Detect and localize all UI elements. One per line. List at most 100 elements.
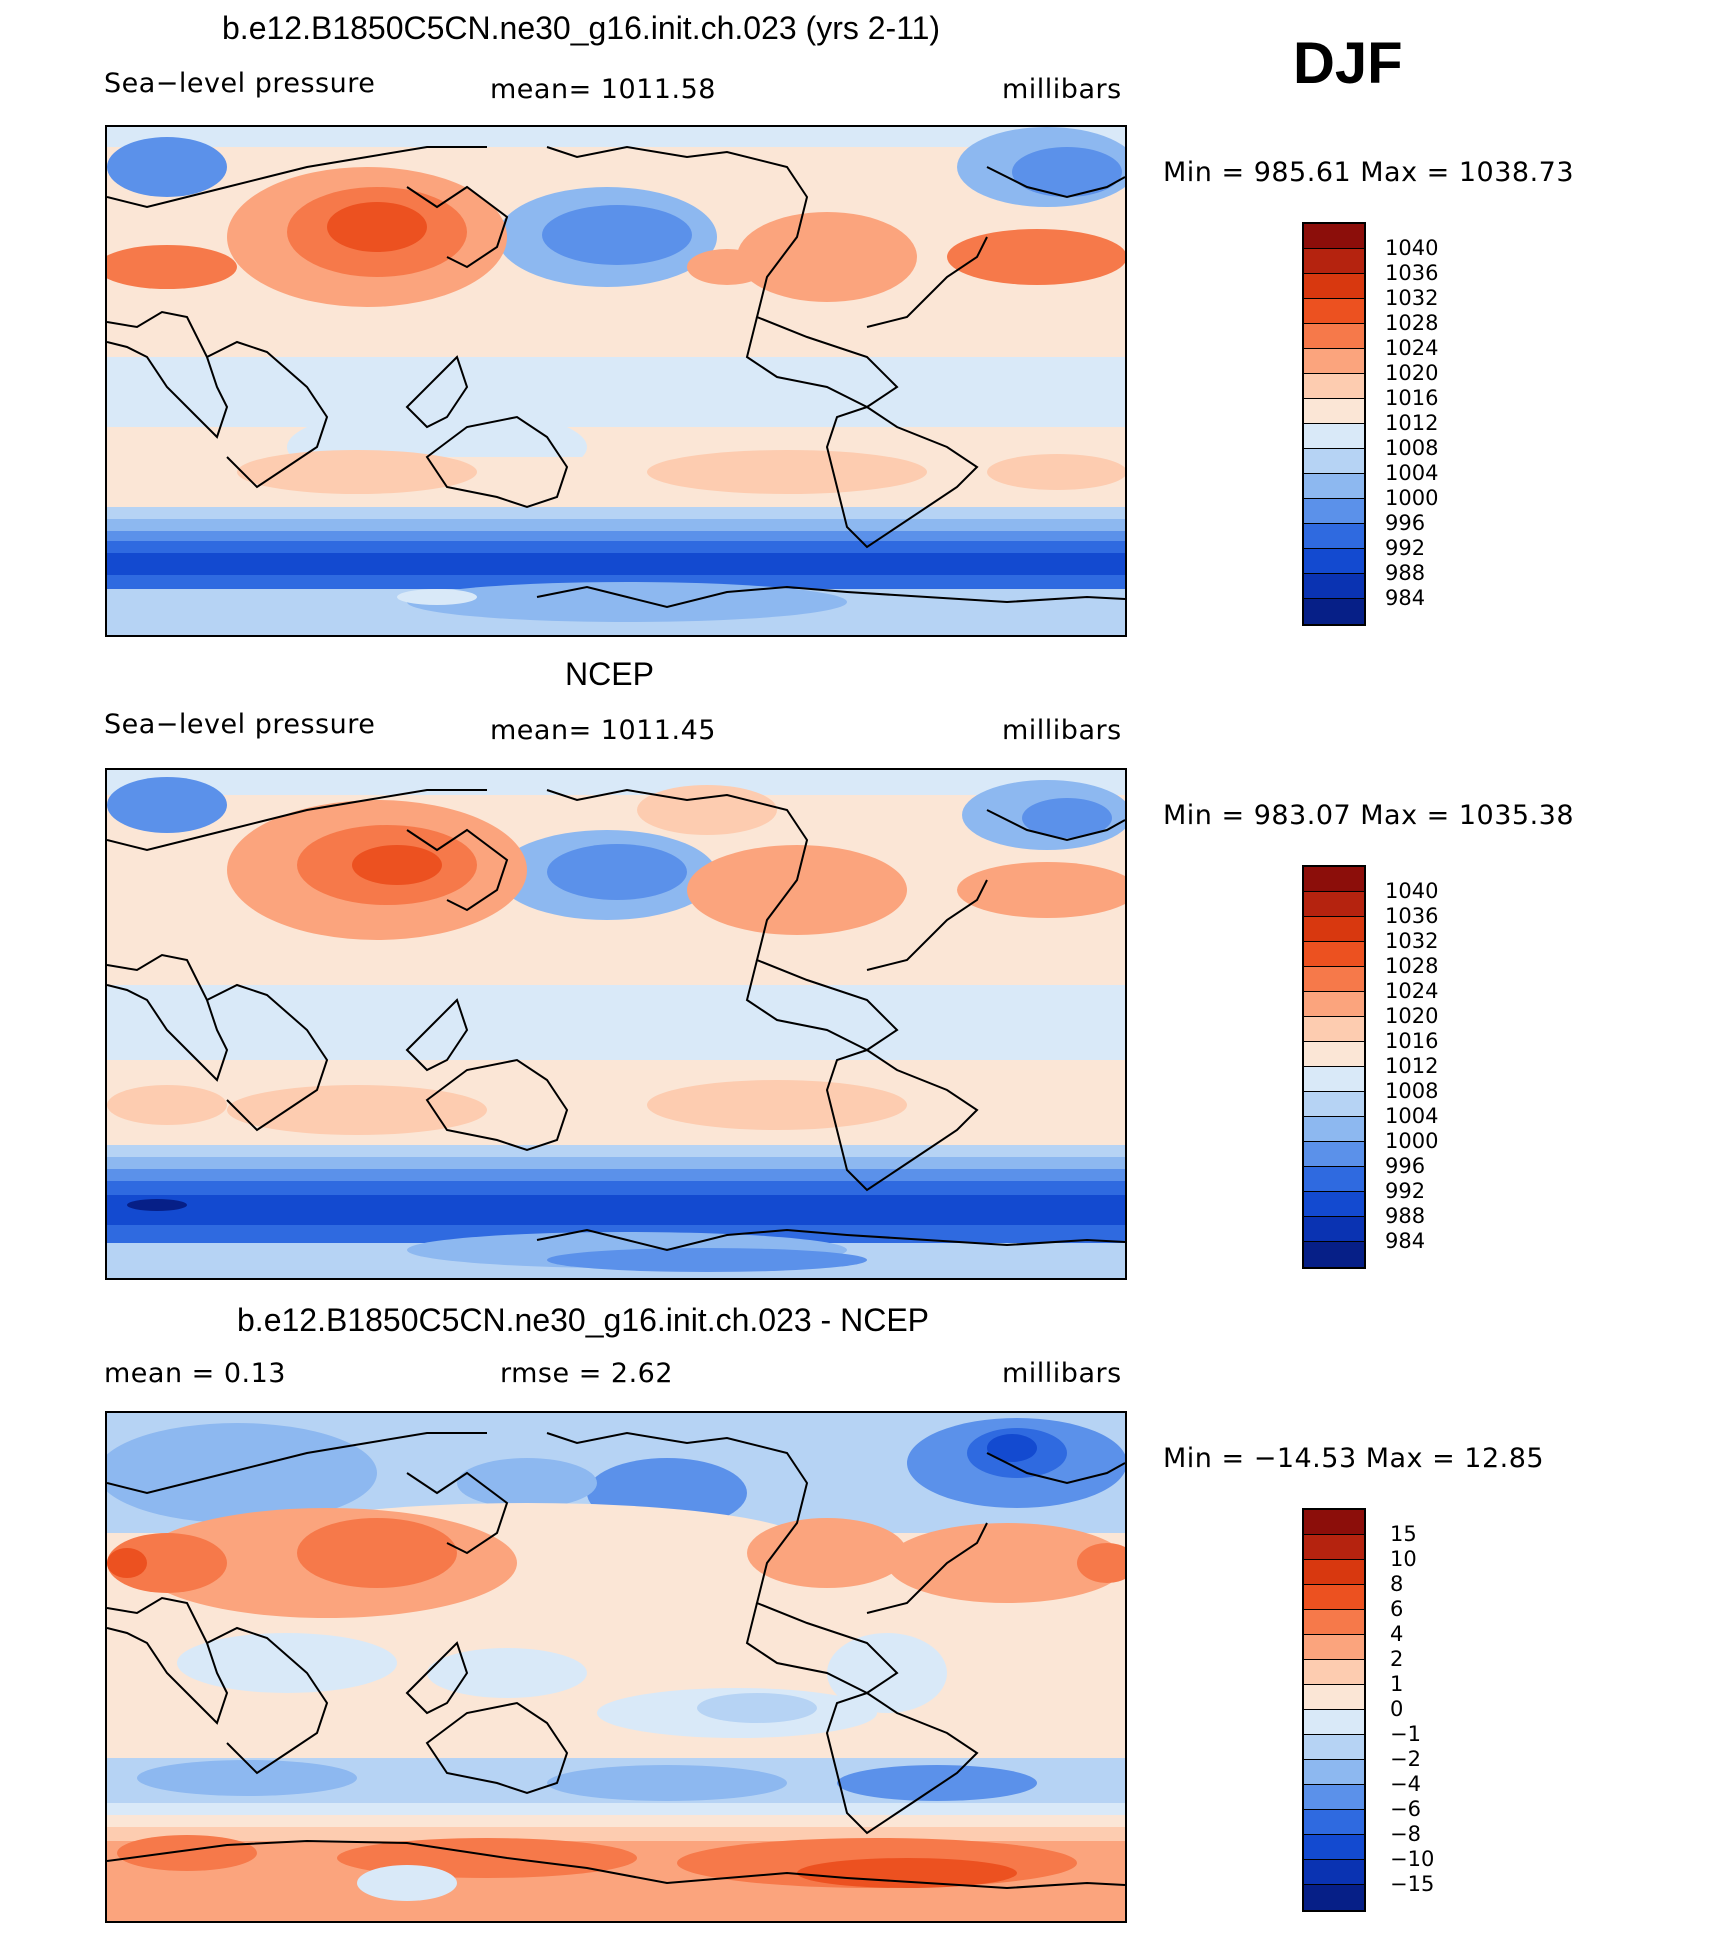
colorbar-swatch bbox=[1304, 1560, 1364, 1585]
colorbar-swatch bbox=[1304, 1860, 1364, 1885]
colorbar-label: 15 bbox=[1390, 1522, 1417, 1546]
colorbar-swatch bbox=[1304, 1685, 1364, 1710]
colorbar-label: 0 bbox=[1390, 1697, 1404, 1721]
colorbar-label: 1016 bbox=[1385, 1029, 1439, 1053]
colorbar-label: 1032 bbox=[1385, 286, 1439, 310]
colorbar-swatch bbox=[1304, 474, 1364, 499]
colorbar-swatch bbox=[1304, 1117, 1364, 1142]
colorbar-swatch bbox=[1304, 1735, 1364, 1760]
colorbar-label: 984 bbox=[1385, 1229, 1426, 1253]
colorbar-swatch bbox=[1304, 449, 1364, 474]
sea-level-pressure-map bbox=[105, 125, 1127, 637]
colorbar-label: 1000 bbox=[1385, 1129, 1439, 1153]
difference-map bbox=[105, 1411, 1127, 1923]
colorbar-label: 1004 bbox=[1385, 461, 1439, 485]
colorbar-label: 8 bbox=[1390, 1572, 1404, 1596]
colorbar-label: −10 bbox=[1390, 1847, 1435, 1871]
min-max-label: Min = 985.61 Max = 1038.73 bbox=[1163, 157, 1575, 188]
colorbar-swatch bbox=[1304, 1217, 1364, 1242]
colorbar-label: 1008 bbox=[1385, 436, 1439, 460]
colorbar-swatch bbox=[1304, 1067, 1364, 1092]
colorbar-label: 992 bbox=[1385, 1179, 1426, 1203]
colorbar-swatch bbox=[1304, 1760, 1364, 1785]
units-label: millibars bbox=[1002, 715, 1122, 746]
colorbar-swatch bbox=[1304, 249, 1364, 274]
colorbar-swatch bbox=[1304, 967, 1364, 992]
colorbar-swatch bbox=[1304, 424, 1364, 449]
colorbar-swatch bbox=[1304, 1167, 1364, 1192]
colorbar-swatch bbox=[1304, 892, 1364, 917]
rmse-label: rmse = 2.62 bbox=[500, 1358, 674, 1389]
colorbar-label: −1 bbox=[1390, 1722, 1421, 1746]
colorbar-swatch bbox=[1304, 299, 1364, 324]
colorbar-label: 1000 bbox=[1385, 486, 1439, 510]
colorbar-swatch bbox=[1304, 1092, 1364, 1117]
colorbar-label: −15 bbox=[1390, 1872, 1435, 1896]
panel-title: b.e12.B1850C5CN.ne30_g16.init.ch.023 - N… bbox=[237, 1302, 929, 1338]
colorbar-swatch bbox=[1304, 399, 1364, 424]
panel-title: b.e12.B1850C5CN.ne30_g16.init.ch.023 (yr… bbox=[222, 10, 941, 46]
colorbar-swatch bbox=[1304, 1610, 1364, 1635]
colorbar-swatch bbox=[1304, 1017, 1364, 1042]
colorbar-swatch bbox=[1304, 1510, 1364, 1535]
colorbar-label: 1028 bbox=[1385, 311, 1439, 335]
colorbar-swatch bbox=[1304, 224, 1364, 249]
colorbar-swatch bbox=[1304, 1835, 1364, 1860]
mean-label: mean= 1011.58 bbox=[490, 74, 716, 105]
min-max-label: Min = −14.53 Max = 12.85 bbox=[1163, 1443, 1545, 1474]
colorbar-label: 1004 bbox=[1385, 1104, 1439, 1128]
colorbar-swatch bbox=[1304, 349, 1364, 374]
colorbar-swatch bbox=[1304, 1710, 1364, 1735]
colorbar-label: 1024 bbox=[1385, 336, 1439, 360]
colorbar-label: 1024 bbox=[1385, 979, 1439, 1003]
colorbar-swatch bbox=[1304, 1192, 1364, 1217]
colorbar-swatch bbox=[1304, 1885, 1364, 1910]
colorbar-swatch bbox=[1304, 1785, 1364, 1810]
colorbar-label: −4 bbox=[1390, 1772, 1421, 1796]
colorbar-label: −2 bbox=[1390, 1747, 1421, 1771]
colorbar-swatch bbox=[1304, 1242, 1364, 1267]
colorbar-label: 984 bbox=[1385, 586, 1426, 610]
colorbar-swatch bbox=[1304, 574, 1364, 599]
colorbar-swatch bbox=[1304, 324, 1364, 349]
colorbar-swatch bbox=[1304, 499, 1364, 524]
units-label: millibars bbox=[1002, 74, 1122, 105]
colorbar-label: 1036 bbox=[1385, 904, 1439, 928]
colorbar-swatch bbox=[1304, 524, 1364, 549]
panel-title: NCEP bbox=[565, 656, 654, 692]
variable-label: Sea−level pressure bbox=[104, 68, 376, 99]
colorbar-label: 1016 bbox=[1385, 386, 1439, 410]
colorbar bbox=[1302, 1508, 1366, 1912]
colorbar bbox=[1302, 865, 1366, 1269]
colorbar-label: 1028 bbox=[1385, 954, 1439, 978]
colorbar-label: 1 bbox=[1390, 1672, 1404, 1696]
colorbar-label: 4 bbox=[1390, 1622, 1404, 1646]
colorbar-swatch bbox=[1304, 274, 1364, 299]
colorbar-label: 988 bbox=[1385, 1204, 1426, 1228]
colorbar-label: 1040 bbox=[1385, 236, 1439, 260]
colorbar-swatch bbox=[1304, 1660, 1364, 1685]
colorbar-swatch bbox=[1304, 1810, 1364, 1835]
variable-label: Sea−level pressure bbox=[104, 709, 376, 740]
colorbar-label: −8 bbox=[1390, 1822, 1421, 1846]
colorbar-swatch bbox=[1304, 942, 1364, 967]
colorbar-label: 996 bbox=[1385, 511, 1426, 535]
colorbar-label: 996 bbox=[1385, 1154, 1426, 1178]
colorbar-label: 1036 bbox=[1385, 261, 1439, 285]
colorbar-label: 1012 bbox=[1385, 411, 1439, 435]
mean-label: mean = 0.13 bbox=[104, 1358, 286, 1389]
colorbar-label: 2 bbox=[1390, 1647, 1404, 1671]
colorbar-swatch bbox=[1304, 1635, 1364, 1660]
colorbar-label: 1012 bbox=[1385, 1054, 1439, 1078]
sea-level-pressure-map bbox=[105, 768, 1127, 1280]
colorbar-label: 988 bbox=[1385, 561, 1426, 585]
colorbar-swatch bbox=[1304, 1535, 1364, 1560]
colorbar-swatch bbox=[1304, 1042, 1364, 1067]
colorbar-swatch bbox=[1304, 917, 1364, 942]
colorbar-label: 1020 bbox=[1385, 361, 1439, 385]
colorbar-swatch bbox=[1304, 549, 1364, 574]
colorbar-label: 10 bbox=[1390, 1547, 1417, 1571]
colorbar-label: 1032 bbox=[1385, 929, 1439, 953]
colorbar-swatch bbox=[1304, 1142, 1364, 1167]
colorbar-label: −6 bbox=[1390, 1797, 1421, 1821]
